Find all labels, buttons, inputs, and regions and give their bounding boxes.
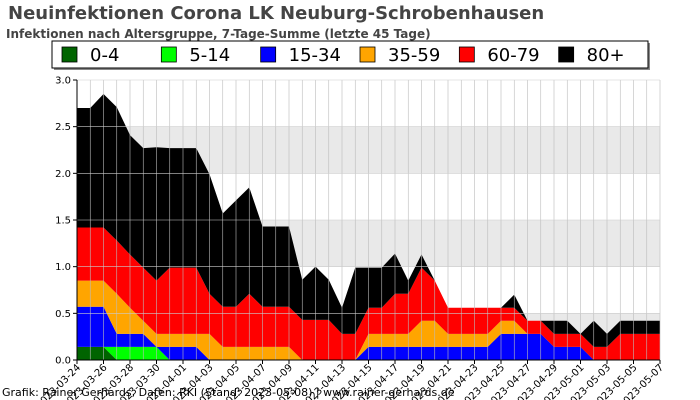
credit-line: Grafik: Rainer Gerhards, Daten: RKI (Sta…: [2, 386, 455, 399]
legend-swatch-35-59: [359, 46, 376, 63]
chart-subtitle: Infektionen nach Altersgruppe, 7-Tage-Su…: [6, 27, 431, 41]
y-tick-label: 1.5: [55, 216, 71, 227]
legend-swatch-60-79: [458, 46, 475, 63]
legend-swatch-15-34: [260, 46, 277, 63]
legend-label-80+: 80+: [587, 45, 625, 66]
y-tick-label: 2.0: [55, 169, 71, 180]
legend-swatch-5-14: [160, 46, 177, 63]
legend-label-5-14: 5-14: [189, 45, 230, 66]
legend-swatch-0-4: [61, 46, 78, 63]
legend-label-35-59: 35-59: [388, 45, 440, 66]
legend-label-60-79: 60-79: [487, 45, 539, 66]
y-tick-label: 2.5: [55, 122, 71, 133]
y-tick-label: 1.0: [55, 262, 71, 273]
area-5-14: [77, 346, 660, 360]
legend-label-15-34: 15-34: [289, 45, 341, 66]
legend: 0-4 5-14 15-34 35-59 60-79 80+: [51, 40, 650, 70]
grid-lines: [76, 79, 661, 361]
legend-label-0-4: 0-4: [90, 45, 119, 66]
axes: [73, 79, 661, 364]
chart-title: Neuinfektionen Corona LK Neuburg-Schrobe…: [8, 3, 545, 24]
y-tick-label: 3.0: [55, 76, 71, 87]
y-tick-label: 0.0: [55, 356, 71, 367]
legend-swatch-80+: [558, 46, 575, 63]
y-tick-label: 0.5: [55, 309, 71, 320]
y-tick-labels: 0.0 0.5 1.0 1.5 2.0 2.5 3.0: [55, 76, 71, 367]
legend-box: [51, 40, 649, 69]
